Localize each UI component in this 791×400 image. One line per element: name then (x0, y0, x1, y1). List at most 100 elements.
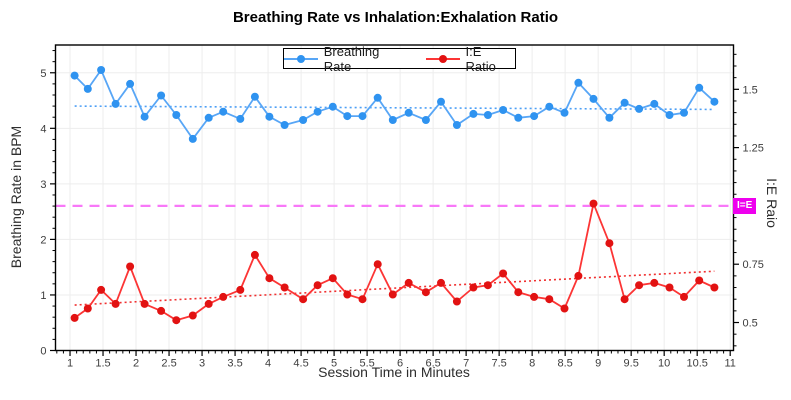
i-e-ratio-marker (469, 283, 478, 292)
i-e-ratio-marker (483, 281, 492, 290)
breathing-rate-marker (280, 121, 289, 129)
breathing-rate-marker (530, 112, 539, 121)
i-e-ratio-marker (343, 290, 352, 299)
i-e-ratio-marker (560, 304, 569, 313)
breathing-rate-marker (589, 94, 598, 103)
i-e-ratio-marker (358, 295, 367, 304)
x-tick-label: 6.5 (425, 358, 440, 370)
i-e-ratio-marker (97, 285, 106, 294)
x-tick-label: 4 (265, 358, 271, 370)
ie-ratio-marker-icon (438, 54, 447, 63)
breathing-rate-marker (126, 79, 135, 88)
right-tick-label: 1.25 (743, 143, 764, 155)
i-e-ratio-marker (140, 299, 149, 308)
i-e-ratio-marker (695, 276, 704, 285)
x-tick-label: 8 (529, 358, 535, 370)
i-e-ratio-marker (280, 283, 289, 292)
x-tick-label: 3.5 (227, 358, 242, 370)
i-e-ratio-marker (388, 290, 397, 299)
chart-title: Breathing Rate vs Inhalation:Exhalation … (232, 9, 559, 26)
x-tick-label: 3 (199, 358, 205, 370)
breathing-rate-marker (483, 111, 492, 119)
breathing-rate-marker (620, 98, 629, 107)
i-e-ratio-marker (250, 250, 259, 259)
breathing-rate-marker (514, 113, 523, 122)
i-e-ratio-line (74, 202, 715, 322)
i-e-ratio-marker (680, 292, 688, 301)
breathing-rate-marker (236, 114, 245, 123)
i-e-ratio-marker (620, 295, 629, 304)
breathing-rate-marker (695, 83, 704, 92)
breathing-rate-legend-swatch (284, 54, 318, 63)
right-tick-label: 0.5 (743, 318, 758, 330)
i-e-ratio-marker (83, 304, 92, 313)
x-tick-label: 7 (463, 358, 469, 370)
breathing-rate-marker (70, 71, 79, 80)
x-tick-label: 8.5 (558, 358, 573, 370)
breathing-rate-marker (343, 112, 352, 121)
legend-label-breathing-rate: Breathing Rate (323, 43, 380, 74)
breathing-rate-marker (299, 116, 308, 124)
right-axis-title: I:E Raio (764, 178, 780, 228)
breathing-rate-marker (140, 112, 149, 121)
i-e-ratio-marker (635, 281, 644, 290)
x-tick-label: 5.5 (359, 358, 374, 370)
i-e-ratio-marker (437, 278, 445, 287)
breathing-rate-marker (188, 134, 197, 143)
i-e-ratio-marker (545, 295, 554, 304)
i-e-ratio-marker (328, 274, 337, 283)
legend-item-breathing-rate: Breathing Rate (284, 44, 410, 74)
breathing-rate-marker (83, 84, 92, 93)
x-tick-label: 9 (595, 358, 601, 370)
i-e-ratio-marker (650, 278, 659, 287)
breathing-rate-marker-icon (296, 54, 305, 63)
breathing-rate-marker (250, 92, 259, 101)
legend: Breathing Rate I:E Ratio (283, 44, 516, 74)
i-e-ratio-marker (452, 297, 461, 306)
x-tick-label: 5 (331, 358, 337, 370)
x-tick-label: 2 (133, 358, 139, 370)
i-e-ratio-marker (499, 269, 508, 278)
left-tick-label: 5 (40, 68, 46, 80)
breathing-rate-marker (388, 116, 397, 124)
breathing-rate-marker (157, 91, 166, 100)
i-e-ratio-marker (589, 199, 598, 208)
i-e-ratio-marker (219, 292, 228, 301)
breathing-rate-marker (710, 97, 719, 106)
breathing-rate-marker (219, 107, 228, 116)
i-e-ratio-marker (111, 299, 120, 308)
x-tick-label: 10.5 (686, 358, 707, 370)
left-tick-label: 2 (40, 234, 46, 246)
i-e-ratio-marker (404, 278, 413, 287)
left-tick-label: 0 (40, 346, 46, 358)
x-tick-label: 6 (397, 358, 403, 370)
i-e-ratio-marker (373, 260, 382, 269)
breathing-rate-marker (574, 78, 583, 87)
i-e-ratio-marker (605, 239, 614, 248)
right-tick-label: 1.5 (743, 84, 758, 96)
breathing-rate-marker (172, 111, 181, 119)
i-e-ratio-marker (265, 274, 274, 283)
x-tick-label: 7.5 (491, 358, 506, 370)
i-e-ratio-marker (665, 283, 674, 292)
breathing-rate-marker (111, 99, 120, 108)
x-tick-label: 11 (724, 358, 735, 370)
left-axis-title: Breathing Rate in BPM (8, 125, 24, 269)
left-tick-label: 1 (40, 290, 46, 302)
i-e-ratio-marker (421, 288, 430, 297)
breathing-rate-marker (373, 93, 382, 102)
x-tick-label: 4.5 (293, 358, 308, 370)
i-e-ratio-marker (157, 306, 166, 315)
breathing-rate-marker (204, 113, 213, 122)
breathing-rate-marker (499, 106, 508, 114)
x-tick-label: 9.5 (624, 358, 639, 370)
breathing-rate-marker (545, 102, 554, 111)
left-tick-label: 3 (40, 179, 46, 191)
i-e-ratio-marker (514, 288, 523, 297)
breathing-rate-marker (265, 112, 274, 121)
breathing-rate-trend (74, 105, 715, 111)
legend-item-ie-ratio: I:E Ratio (425, 44, 515, 74)
x-tick-label: 2.5 (161, 358, 176, 370)
